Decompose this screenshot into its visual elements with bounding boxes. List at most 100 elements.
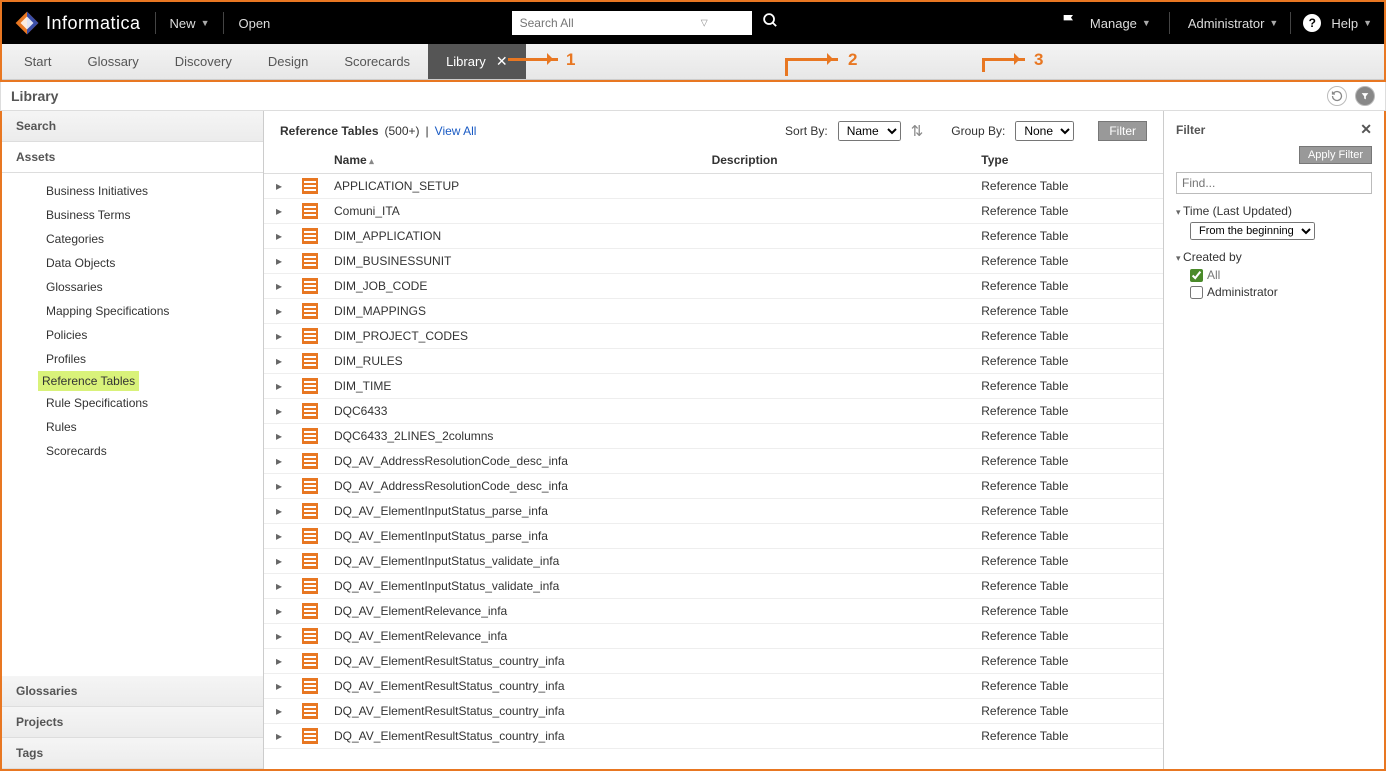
expand-icon[interactable]: ▸	[272, 454, 286, 468]
table-row[interactable]: ▸Comuni_ITAReference Table	[264, 199, 1163, 224]
sidebar-item-profiles[interactable]: Profiles	[38, 347, 263, 371]
sidebar-item-rule-specifications[interactable]: Rule Specifications	[38, 391, 263, 415]
table-row[interactable]: ▸APPLICATION_SETUPReference Table	[264, 174, 1163, 199]
sidebar-section-tags[interactable]: Tags	[2, 738, 263, 769]
table-row[interactable]: ▸DQC6433_2LINES_2columnsReference Table	[264, 424, 1163, 449]
sidebar-item-business-terms[interactable]: Business Terms	[38, 203, 263, 227]
sidebar-item-business-initiatives[interactable]: Business Initiatives	[38, 179, 263, 203]
sidebar-item-data-objects[interactable]: Data Objects	[38, 251, 263, 275]
column-header-type[interactable]: Type	[973, 147, 1163, 174]
expand-icon[interactable]: ▸	[272, 379, 286, 393]
table-row[interactable]: ▸DQ_AV_ElementRelevance_infaReference Ta…	[264, 624, 1163, 649]
sidebar-item-categories[interactable]: Categories	[38, 227, 263, 251]
table-row[interactable]: ▸DQ_AV_ElementResultStatus_country_infaR…	[264, 724, 1163, 749]
table-row[interactable]: ▸DQ_AV_ElementInputStatus_parse_infaRefe…	[264, 524, 1163, 549]
expand-icon[interactable]: ▸	[272, 504, 286, 518]
search-icon[interactable]	[762, 12, 779, 34]
manage-menu[interactable]: Manage ▼	[1090, 16, 1151, 31]
expand-icon[interactable]: ▸	[272, 229, 286, 243]
sidebar-item-rules[interactable]: Rules	[38, 415, 263, 439]
view-all-link[interactable]: View All	[435, 124, 477, 138]
expand-icon[interactable]: ▸	[272, 329, 286, 343]
table-row[interactable]: ▸DQ_AV_ElementResultStatus_country_infaR…	[264, 649, 1163, 674]
column-header-name[interactable]: Name ▴	[326, 147, 704, 174]
sidebar-section-assets[interactable]: Assets	[2, 142, 263, 173]
table-row[interactable]: ▸DIM_TIMEReference Table	[264, 374, 1163, 399]
expand-icon[interactable]: ▸	[272, 254, 286, 268]
flag-icon[interactable]	[1060, 13, 1078, 33]
table-row[interactable]: ▸DQ_AV_AddressResolutionCode_desc_infaRe…	[264, 449, 1163, 474]
table-row[interactable]: ▸DQ_AV_ElementInputStatus_parse_infaRefe…	[264, 499, 1163, 524]
expand-icon[interactable]: ▸	[272, 554, 286, 568]
checkbox-input[interactable]	[1190, 269, 1203, 282]
sidebar-item-scorecards[interactable]: Scorecards	[38, 439, 263, 463]
expand-icon[interactable]: ▸	[272, 404, 286, 418]
sidebar-item-reference-tables[interactable]: Reference Tables	[38, 371, 139, 391]
search-scope-dropdown-icon[interactable]: ▽	[701, 18, 708, 29]
table-row[interactable]: ▸DQC6433Reference Table	[264, 399, 1163, 424]
expand-icon[interactable]: ▸	[272, 604, 286, 618]
tab-start[interactable]: Start	[6, 44, 69, 79]
sidebar-section-projects[interactable]: Projects	[2, 707, 263, 738]
table-row[interactable]: ▸DIM_RULESReference Table	[264, 349, 1163, 374]
refresh-icon[interactable]	[1327, 86, 1347, 106]
filter-find-input[interactable]	[1176, 172, 1372, 194]
help-icon[interactable]: ?	[1303, 14, 1321, 32]
expand-icon[interactable]: ▸	[272, 479, 286, 493]
expand-icon[interactable]: ▸	[272, 654, 286, 668]
table-row[interactable]: ▸DQ_AV_ElementResultStatus_country_infaR…	[264, 674, 1163, 699]
new-menu[interactable]: New ▼	[170, 16, 210, 31]
tab-design[interactable]: Design	[250, 44, 326, 79]
table-row[interactable]: ▸DQ_AV_ElementInputStatus_validate_infaR…	[264, 549, 1163, 574]
filter-admin-checkbox[interactable]: Administrator	[1190, 285, 1372, 299]
close-icon[interactable]: ✕	[496, 53, 508, 70]
table-row[interactable]: ▸DIM_JOB_CODEReference Table	[264, 274, 1163, 299]
tab-scorecards[interactable]: Scorecards	[326, 44, 428, 79]
expand-icon[interactable]: ▸	[272, 179, 286, 193]
expand-icon[interactable]: ▸	[272, 729, 286, 743]
expand-icon[interactable]: ▸	[272, 704, 286, 718]
table-row[interactable]: ▸DQ_AV_ElementResultStatus_country_infaR…	[264, 699, 1163, 724]
sidebar-section-search[interactable]: Search	[2, 111, 263, 142]
apply-filter-button[interactable]: Apply Filter	[1299, 146, 1372, 164]
filter-time-select[interactable]: From the beginning	[1190, 222, 1315, 240]
column-header-description[interactable]: Description	[704, 147, 974, 174]
expand-icon[interactable]: ▸	[272, 429, 286, 443]
admin-menu[interactable]: Administrator ▼	[1188, 16, 1279, 31]
expand-icon[interactable]: ▸	[272, 679, 286, 693]
tab-library[interactable]: Library✕	[428, 44, 525, 79]
expand-icon[interactable]: ▸	[272, 279, 286, 293]
table-row[interactable]: ▸DIM_BUSINESSUNITReference Table	[264, 249, 1163, 274]
table-row[interactable]: ▸DIM_APPLICATIONReference Table	[264, 224, 1163, 249]
filter-toggle-icon[interactable]	[1355, 86, 1375, 106]
filter-button[interactable]: Filter	[1098, 121, 1147, 141]
search-input[interactable]	[512, 11, 752, 35]
sort-direction-icon[interactable]: ⇅	[911, 122, 924, 140]
sidebar-item-mapping-specifications[interactable]: Mapping Specifications	[38, 299, 263, 323]
filter-createdby-header[interactable]: Created by	[1176, 250, 1372, 264]
table-row[interactable]: ▸DIM_MAPPINGSReference Table	[264, 299, 1163, 324]
sidebar-item-glossaries[interactable]: Glossaries	[38, 275, 263, 299]
filter-all-checkbox[interactable]: All	[1190, 268, 1372, 282]
close-icon[interactable]: ✕	[1360, 121, 1372, 138]
group-by-select[interactable]: None	[1015, 121, 1074, 141]
sidebar-item-policies[interactable]: Policies	[38, 323, 263, 347]
table-row[interactable]: ▸DIM_PROJECT_CODESReference Table	[264, 324, 1163, 349]
table-row[interactable]: ▸DQ_AV_AddressResolutionCode_desc_infaRe…	[264, 474, 1163, 499]
expand-icon[interactable]: ▸	[272, 629, 286, 643]
tab-glossary[interactable]: Glossary	[69, 44, 156, 79]
expand-icon[interactable]: ▸	[272, 529, 286, 543]
expand-icon[interactable]: ▸	[272, 579, 286, 593]
table-row[interactable]: ▸DQ_AV_ElementRelevance_infaReference Ta…	[264, 599, 1163, 624]
tab-discovery[interactable]: Discovery	[157, 44, 250, 79]
open-link[interactable]: Open	[238, 16, 270, 31]
sidebar-section-glossaries[interactable]: Glossaries	[2, 676, 263, 707]
expand-icon[interactable]: ▸	[272, 354, 286, 368]
table-scroll[interactable]: Name ▴DescriptionType ▸APPLICATION_SETUP…	[264, 147, 1163, 769]
expand-icon[interactable]: ▸	[272, 304, 286, 318]
help-menu[interactable]: Help ▼	[1331, 16, 1372, 31]
filter-time-header[interactable]: Time (Last Updated)	[1176, 204, 1372, 218]
table-row[interactable]: ▸DQ_AV_ElementInputStatus_validate_infaR…	[264, 574, 1163, 599]
expand-icon[interactable]: ▸	[272, 204, 286, 218]
sort-by-select[interactable]: Name	[838, 121, 901, 141]
